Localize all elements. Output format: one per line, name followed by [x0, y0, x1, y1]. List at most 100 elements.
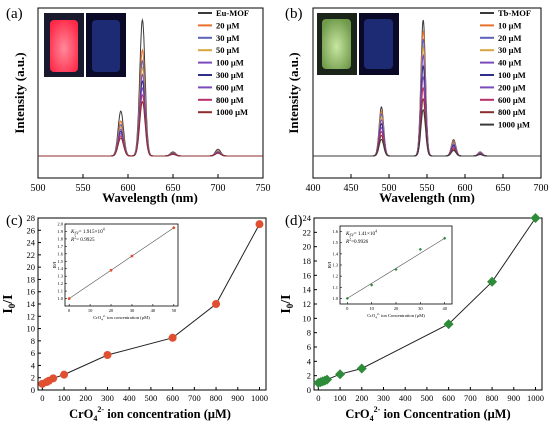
y-tick-label: 2	[31, 373, 35, 383]
x-tick-label: 750	[256, 183, 271, 194]
x-tick-label: 550	[76, 183, 91, 194]
data-point	[443, 319, 454, 330]
inset-y-tick-label: 1.5	[57, 259, 63, 264]
legend-label: 300 μM	[216, 70, 244, 80]
legend-label: 800 μM	[216, 95, 244, 105]
legend-label: 30 μM	[216, 33, 239, 43]
panel-b-curves	[313, 19, 541, 157]
ksv-annotation: KSV= 1.41×104	[345, 230, 377, 238]
ksv-part: 4	[375, 230, 377, 234]
ksv-part: SV	[74, 232, 79, 236]
panel-a-photo	[44, 13, 126, 77]
panel-b-ylabel: Intensity (a.u.)	[286, 52, 301, 133]
inset-y-tick-label: 1.9	[57, 229, 63, 234]
inset-y-tick-label: 1.1	[57, 289, 63, 294]
data-point	[356, 363, 367, 374]
panel-c-xlabel: CrO42- ion concentration (μM)	[69, 405, 231, 423]
data-point	[103, 350, 112, 359]
inset-y-tick-label: 1.0	[57, 296, 63, 301]
panel-a-x-ticks: 500 550 600 650 700 750	[31, 174, 271, 194]
inset-data-point	[109, 268, 113, 272]
ksv-part: SV	[349, 234, 354, 238]
inset-xlabel-part: 4	[101, 318, 103, 322]
y-tick-label: 24	[303, 213, 312, 223]
panel-d-plot	[313, 213, 541, 388]
x-tick-label: 650	[166, 183, 181, 194]
data-point	[255, 220, 264, 229]
x-tick-label: 500	[382, 183, 397, 194]
panel-d: (d) 0 100 200 300 400 500 600 700 800 900 10000246…	[279, 213, 544, 423]
y-tick-label: 18	[27, 274, 36, 284]
r2-part: R	[345, 239, 350, 245]
y-tick-label: 10	[303, 313, 312, 323]
ylabel-rest: /I	[279, 294, 294, 304]
xlabel-main: CrO	[69, 407, 94, 421]
legend-label: 40 μM	[498, 58, 521, 68]
y-tick-label: 26	[27, 225, 36, 235]
inset-x-tick-label: 30	[418, 306, 423, 311]
ksv-part: = 1.915×10	[79, 229, 103, 235]
legend-label: 20 μM	[216, 20, 239, 30]
legend-label: 1000 μM	[216, 107, 248, 117]
y-tick-label: 16	[27, 287, 36, 297]
r2-part: R	[70, 237, 75, 243]
ksv-part: = 1.41×10	[354, 231, 376, 237]
legend-label: Eu-MOF	[216, 8, 249, 18]
x-tick-label: 300	[101, 393, 114, 403]
panel-a-curves	[38, 18, 263, 157]
inset-fit-line	[69, 227, 174, 299]
x-tick-label: 400	[306, 183, 321, 194]
ksv-part: K	[345, 231, 350, 237]
inset-x-tick-label: 40	[151, 308, 156, 313]
x-tick-label: 800	[210, 393, 223, 403]
inset-xlabel-part: ion concentration (μM)	[106, 315, 150, 320]
data-point	[335, 369, 346, 380]
r2-annotation: R2= 0.9925	[70, 236, 95, 244]
x-tick-label: 600	[166, 393, 179, 403]
inset-data-point	[130, 254, 134, 258]
panel-c-ylabel: I0/I	[1, 294, 17, 313]
y-tick-label: 6	[307, 342, 311, 352]
panel-b-label: (b)	[285, 6, 303, 22]
r2-part: 2	[349, 238, 351, 242]
panel-c-inset: 0 10 20 30 40 50 1.0 1.1 1.2 1.3 1.4 1.5 1.6 1.7 1.8 1.…	[52, 222, 179, 322]
x-tick-label: 400	[399, 393, 412, 403]
panel-b-legend: Tb-MOF 10 μM 20 μM 30 μM 40 μM 100 μM 200 μM 60…	[480, 8, 531, 130]
inset-data-point	[443, 236, 447, 240]
x-tick-label: 0	[316, 393, 320, 403]
inset-xlabel-part: 2-	[377, 312, 381, 316]
legend-label: 20 μM	[498, 33, 521, 43]
inset-y-tick-label: 1.3	[332, 263, 338, 268]
panel-a-legend: Eu-MOF 20 μM 30 μM 50 μM 100 μM 300 μM 600 μM 8…	[198, 8, 249, 117]
panel-c-label: (c)	[6, 213, 23, 229]
inset-x-tick-label: 30	[130, 308, 135, 313]
ylabel-sub: 0	[285, 303, 295, 308]
data-point	[487, 276, 498, 287]
r2-annotation: R2=0.9926	[345, 238, 369, 246]
inset-y-tick-label: 2.0	[57, 222, 63, 227]
inset-ylabel: I0/I	[52, 261, 57, 268]
legend-label: 50 μM	[216, 45, 239, 55]
y-tick-label: 4	[31, 360, 36, 370]
ylabel-rest: /I	[1, 294, 16, 304]
inset-xlabel: CrO42- ion Concentration (μM)	[367, 312, 425, 320]
legend-label: 600 μM	[498, 95, 526, 105]
x-tick-label: 600	[458, 183, 473, 194]
inset-y-tick-label: 1.2	[332, 274, 338, 279]
y-tick-label: 16	[303, 270, 312, 280]
panel-b-x-ticks: 400 450 500 550 600 650 700	[306, 174, 549, 194]
xlabel-sub: 4	[93, 414, 97, 423]
panel-a-frame	[37, 7, 264, 179]
x-tick-label: 400	[123, 393, 136, 403]
x-tick-label: 300	[377, 393, 390, 403]
legend-label: 100 μM	[216, 58, 244, 68]
y-tick-label: 18	[303, 256, 312, 266]
inset-data-point	[345, 296, 349, 301]
y-tick-label: 12	[27, 311, 36, 321]
legend-label: 600 μM	[216, 82, 244, 92]
data-point	[60, 370, 69, 379]
inset-data-point	[67, 297, 71, 300]
inset-data-point	[172, 226, 176, 230]
